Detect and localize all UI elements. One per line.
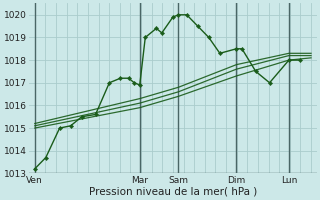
X-axis label: Pression niveau de la mer( hPa ): Pression niveau de la mer( hPa ) xyxy=(89,187,257,197)
